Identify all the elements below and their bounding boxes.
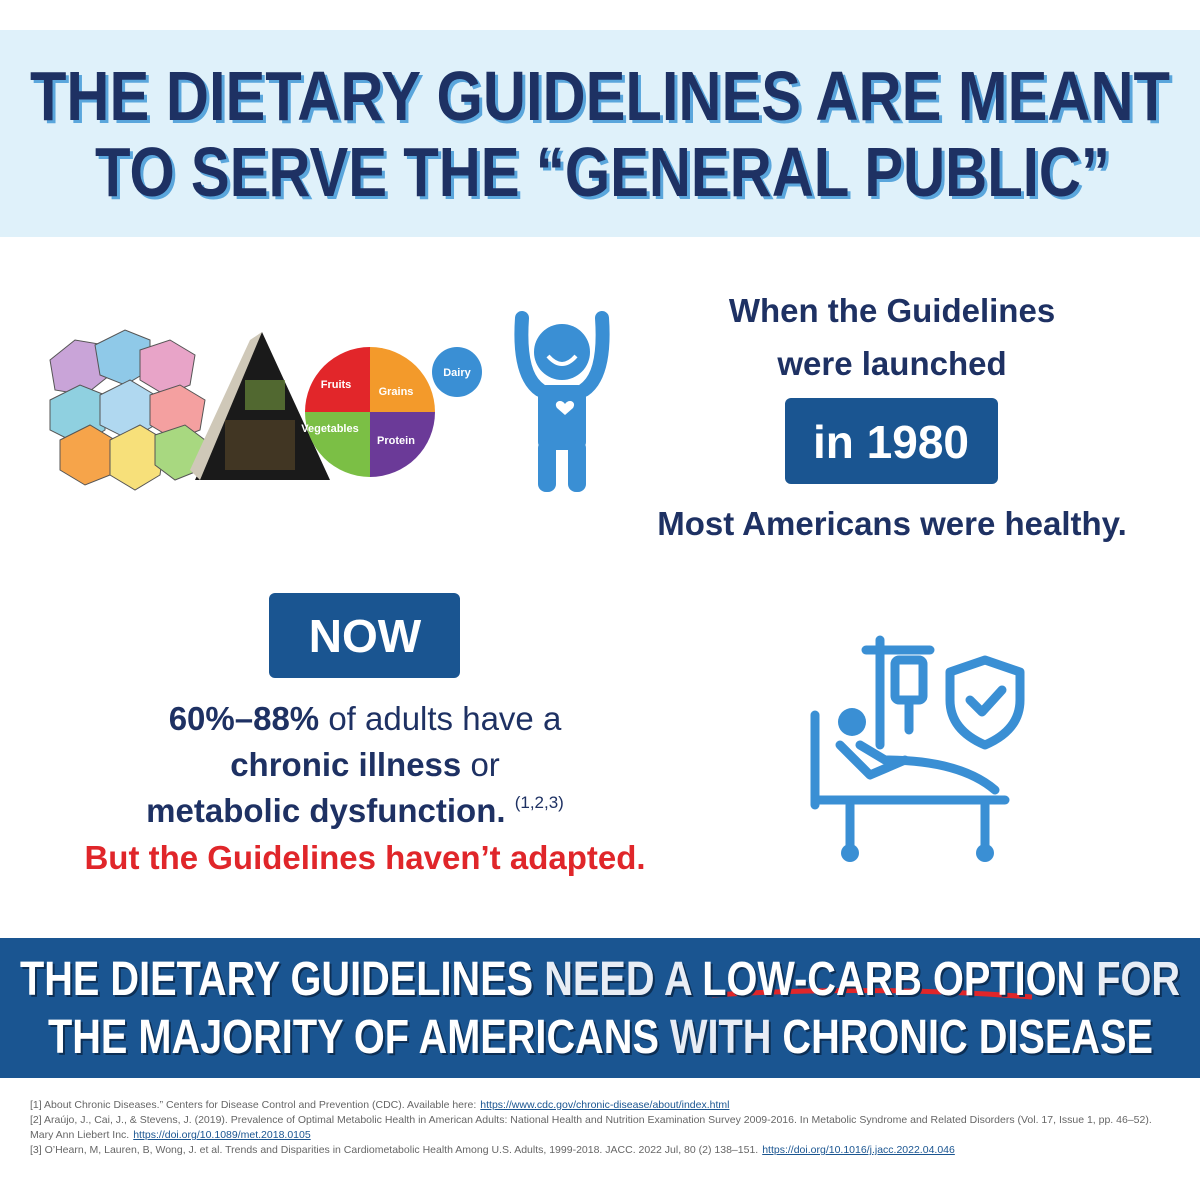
banner-text: CHRONIC DISEASE [782, 1011, 1153, 1064]
now-line: chronic illness or [230, 746, 500, 783]
now-badge-text: NOW [309, 610, 422, 662]
banner-text: LOW-CARB OPTION [702, 953, 1085, 1006]
plate-label: Fruits [321, 379, 352, 391]
reference-text: [1] About Chronic Diseases.” Centers for… [30, 1099, 477, 1111]
title-line: THE DIETARY GUIDELINES ARE MEANT [30, 57, 1170, 135]
healthy-person-icon [514, 311, 610, 492]
plate-label: Dairy [443, 367, 471, 379]
underline [711, 987, 1033, 1000]
myplate: Fruits Grains Vegetables Protein Dairy [301, 347, 482, 477]
banner [0, 938, 1200, 1078]
year-badge-text: in 1980 [813, 416, 969, 468]
reference-link[interactable]: https://doi.org/10.1089/met.2018.0105 [133, 1129, 311, 1141]
banner-text: WITH [670, 1011, 771, 1064]
text: of adults have a [328, 700, 562, 737]
text: or [470, 746, 499, 783]
hexagon-icons [49, 329, 206, 491]
plate-label: Grains [379, 386, 414, 398]
stat: 60%–88% [169, 700, 319, 737]
text: chronic illness [230, 746, 461, 783]
reference-text: [3] O’Hearn, M, Lauren, B, Wong, J. et a… [30, 1144, 759, 1156]
then-text: were launched [776, 345, 1006, 382]
year-badge [785, 398, 998, 484]
banner-text: FOR [1096, 953, 1180, 1006]
reference: [1] About Chronic Diseases.” Centers for… [30, 1098, 1170, 1113]
reference-text: [2] Araújo, J., Cai, J., & Stevens, J. (… [30, 1114, 1152, 1141]
reference: [3] O’Hearn, M, Lauren, B, Wong, J. et a… [30, 1143, 1170, 1158]
plate-label: Protein [377, 435, 415, 447]
title-line: TO SERVE THE “GENERAL PUBLIC” [95, 133, 1110, 211]
now-line: 60%–88% of adults have a [169, 700, 562, 737]
header-band [0, 30, 1200, 237]
food-pyramid [190, 332, 330, 480]
then-statement: Most Americans were healthy. [657, 505, 1127, 542]
reference-link[interactable]: https://doi.org/10.1016/j.jacc.2022.04.0… [762, 1144, 955, 1156]
reference: [2] Araújo, J., Cai, J., & Stevens, J. (… [30, 1113, 1170, 1143]
now-line: metabolic dysfunction. (1,2,3) [146, 792, 564, 829]
banner-text: THE MAJORITY OF AMERICANS [48, 1011, 659, 1064]
reference-link[interactable]: https://www.cdc.gov/chronic-disease/abou… [480, 1099, 730, 1111]
alert-text: But the Guidelines haven’t adapted. [84, 839, 645, 876]
banner-line: THE MAJORITY OF AMERICANS WITH CHRONIC D… [48, 1011, 1153, 1064]
citation: (1,2,3) [515, 793, 564, 812]
hospital-icon [810, 635, 1025, 862]
then-text: When the Guidelines [729, 292, 1055, 329]
banner-text: THE DIETARY GUIDELINES [20, 953, 533, 1006]
text: metabolic dysfunction. [146, 792, 505, 829]
banner-line: THE DIETARY GUIDELINES NEED A LOW-CARB O… [20, 953, 1180, 1006]
now-badge [269, 593, 460, 678]
banner-text: NEED A [544, 953, 692, 1006]
plate-label: Vegetables [301, 423, 358, 435]
references: [1] About Chronic Diseases.” Centers for… [30, 1098, 1170, 1158]
